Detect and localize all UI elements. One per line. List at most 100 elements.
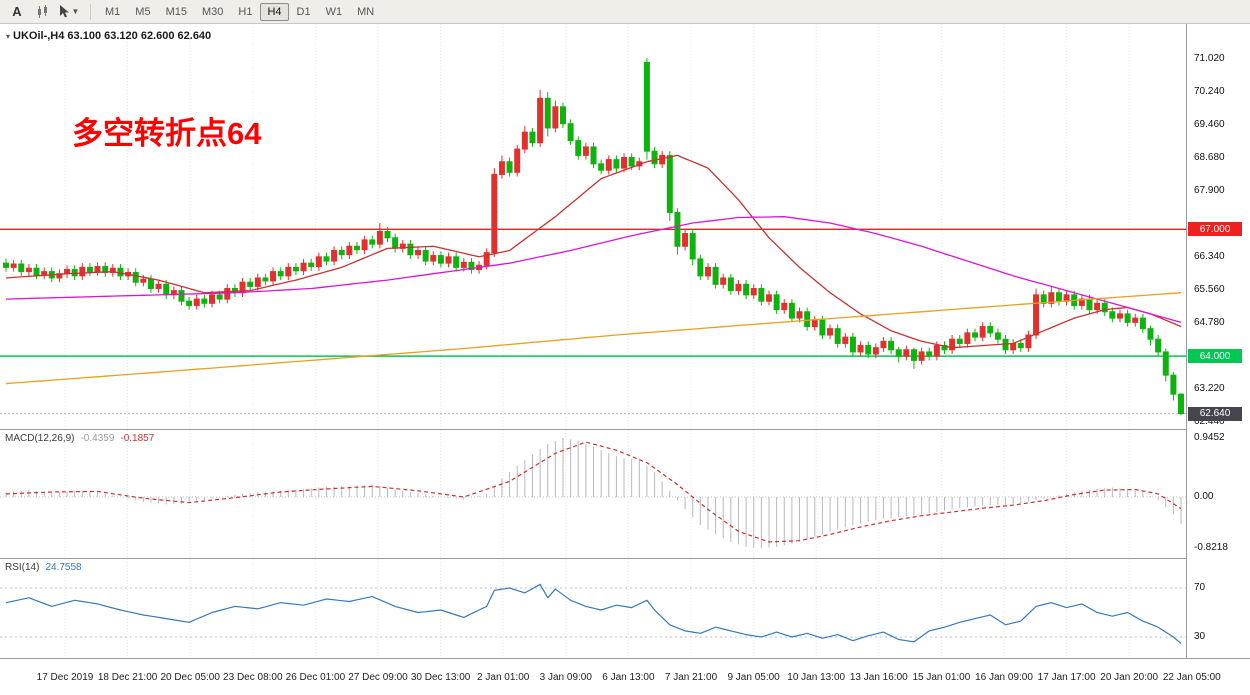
time-tick-label: 16 Jan 09:00 xyxy=(975,672,1033,683)
candle-body xyxy=(834,328,841,344)
tf-button-h1[interactable]: H1 xyxy=(238,5,253,18)
candle-body xyxy=(1147,328,1154,340)
candle-body xyxy=(956,338,963,344)
candle-body xyxy=(567,123,574,142)
candle-body xyxy=(1017,342,1024,349)
candle-body xyxy=(605,159,612,171)
candle-body xyxy=(186,300,193,306)
panel-separator[interactable] xyxy=(0,429,1250,430)
text-tool-button[interactable]: A xyxy=(5,2,29,22)
panel-separator[interactable] xyxy=(0,658,1250,659)
candle-body xyxy=(949,338,956,351)
candle-body xyxy=(712,266,719,285)
tf-button-mn[interactable]: MN xyxy=(357,5,375,18)
candle-body xyxy=(613,159,620,169)
candle-body xyxy=(621,157,628,169)
candle-body xyxy=(407,243,414,256)
macd-panel[interactable]: MACD(12,26,9) -0.4359 -0.1857 xyxy=(0,430,1186,558)
candle-body xyxy=(750,288,757,296)
tf-button-h4[interactable]: H4 xyxy=(260,2,289,21)
candle-body xyxy=(178,290,185,302)
candle-body xyxy=(415,249,422,256)
chart-type-button[interactable] xyxy=(31,2,55,22)
time-tick-label: 15 Jan 01:00 xyxy=(912,672,971,683)
main-chart-panel[interactable]: ▾ UKOil-,H4 63.100 63.120 62.600 62.640 多… xyxy=(0,24,1186,429)
tf-button-m15[interactable]: M15 xyxy=(165,5,187,18)
tf-button-m5[interactable]: M5 xyxy=(135,5,151,18)
price-tick-label: 69.460 xyxy=(1194,119,1225,131)
rsi-line xyxy=(5,583,1182,644)
candle-body xyxy=(270,271,277,282)
candle-body xyxy=(353,245,360,251)
candle-body xyxy=(575,140,582,156)
candle-body xyxy=(1124,313,1131,323)
candle-body xyxy=(254,277,261,287)
tf-button-w1[interactable]: W1 xyxy=(325,5,343,18)
candle-body xyxy=(1170,374,1177,395)
macd-name: MACD(12,26,9) xyxy=(5,433,75,444)
cursor-tool-button[interactable]: ▼ xyxy=(57,2,81,22)
time-axis[interactable]: 17 Dec 2019 18 Dec 21:00 20 Dec 05:00 23 De… xyxy=(0,659,1250,695)
candle-body xyxy=(514,148,521,173)
candle-body xyxy=(1139,317,1146,330)
candle-body xyxy=(216,294,223,300)
tf-button-m1[interactable]: M1 xyxy=(105,5,121,18)
macd-canvas[interactable] xyxy=(0,430,1186,558)
annotation-text[interactable]: 多空转折点64 xyxy=(72,116,262,151)
candle-body xyxy=(849,336,856,353)
candle-body xyxy=(804,311,811,328)
candle-body xyxy=(453,256,460,268)
panel-separator[interactable] xyxy=(0,558,1250,559)
candle-body xyxy=(979,326,986,338)
candle-body xyxy=(10,263,17,268)
rsi-panel[interactable]: RSI(14) 24.7558 xyxy=(0,559,1186,658)
macd-label: MACD(12,26,9) -0.4359 -0.1857 xyxy=(5,433,160,444)
candle-body xyxy=(1033,294,1040,336)
symbol-collapse-icon[interactable]: ▾ xyxy=(6,32,11,41)
tf-button-m30[interactable]: M30 xyxy=(201,5,224,18)
candle-body xyxy=(1178,393,1185,415)
rsi-canvas[interactable] xyxy=(0,559,1186,658)
candle-body xyxy=(552,106,559,129)
candle-body xyxy=(483,252,490,266)
candle-body xyxy=(1078,298,1085,306)
price-axis[interactable]: 71.020 70.240 69.460 68.680 67.900 66.340 65.5… xyxy=(1186,24,1250,658)
rsi-label: RSI(14) 24.7558 xyxy=(5,562,88,573)
candle-body xyxy=(788,302,795,319)
time-tick-label: 22 Jan 05:00 xyxy=(1162,672,1221,683)
candle-body xyxy=(384,230,391,239)
candle-body xyxy=(315,256,322,268)
candle-body xyxy=(437,255,444,264)
candle-body xyxy=(880,340,887,349)
price-tick-label: 70 xyxy=(1194,582,1206,593)
time-tick-label: 10 Jan 13:00 xyxy=(787,672,846,683)
candle-body xyxy=(193,298,200,306)
candle-body xyxy=(1155,338,1162,353)
candle-body xyxy=(94,266,101,273)
price-tick-label: 30 xyxy=(1194,631,1206,642)
candle-body xyxy=(1010,342,1017,351)
chevron-down-icon[interactable]: ▼ xyxy=(71,7,80,16)
candle-body xyxy=(376,230,383,245)
candle-body xyxy=(972,332,979,338)
candle-body xyxy=(964,332,971,344)
time-tick-label: 9 Jan 05:00 xyxy=(727,672,780,683)
candle-body xyxy=(682,233,689,247)
candle-body xyxy=(132,271,139,283)
time-tick-label: 30 Dec 13:00 xyxy=(410,672,471,683)
ma-line-slow-ma xyxy=(5,292,1182,385)
candle-body xyxy=(33,267,40,276)
price-tick-label: 64.780 xyxy=(1194,317,1225,329)
main-chart-canvas[interactable] xyxy=(0,24,1186,429)
candle-body xyxy=(628,157,635,167)
tf-button-d1[interactable]: D1 xyxy=(296,5,311,18)
price-level-label: 62.640 xyxy=(1188,406,1242,421)
candle-body xyxy=(1086,298,1093,311)
candle-body xyxy=(529,131,536,144)
candle-body xyxy=(720,277,727,285)
candle-body xyxy=(598,163,605,171)
candle-body xyxy=(888,340,895,351)
candle-body xyxy=(209,294,216,304)
price-tick-label: 71.020 xyxy=(1194,53,1225,65)
